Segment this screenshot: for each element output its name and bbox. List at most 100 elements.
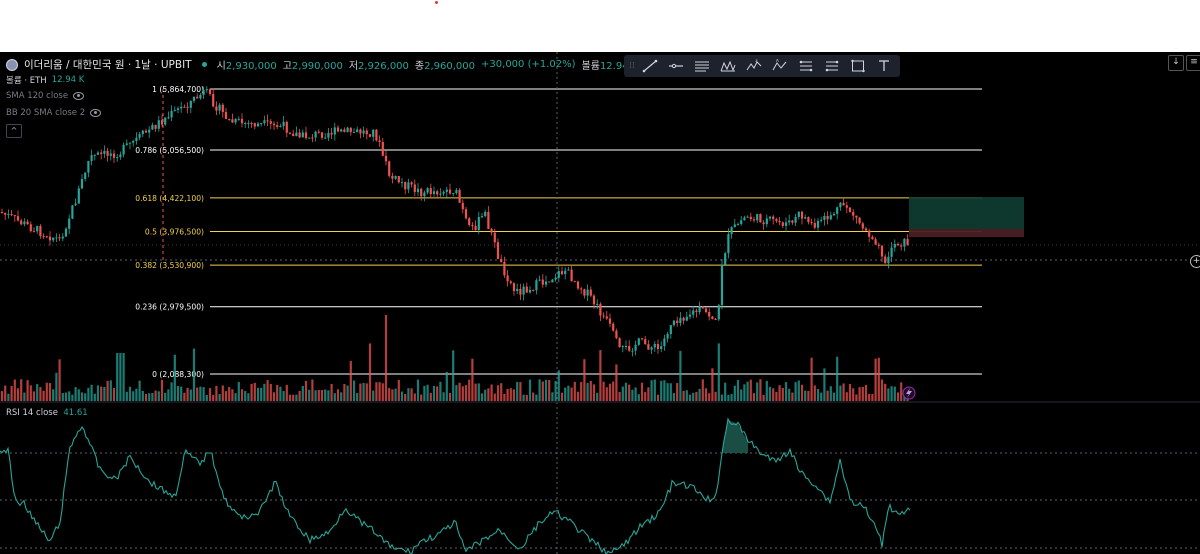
fib-level-label: 1 (5,864,700) — [152, 85, 204, 94]
candle-body — [804, 217, 807, 219]
volume-bar — [103, 387, 106, 401]
volume-bar — [522, 394, 525, 401]
volume-bar — [720, 394, 724, 401]
volume-bar — [122, 353, 125, 401]
candle-body — [0, 212, 4, 213]
candle-body — [823, 215, 826, 220]
volume-bar — [7, 393, 10, 401]
volume-bar — [445, 371, 448, 401]
volume-bar — [276, 384, 279, 401]
drawing-toolbar[interactable]: ⁞⁞ 3 A — [624, 55, 900, 77]
volume-bar — [55, 372, 58, 401]
candle-body — [282, 121, 285, 127]
volume-bar — [800, 384, 804, 401]
volume-bar — [672, 393, 676, 401]
trend-line-icon[interactable] — [638, 56, 662, 76]
volume-bar — [884, 383, 887, 401]
elliott-wave-icon[interactable]: 3 — [742, 56, 766, 76]
candle-body — [650, 347, 653, 350]
candle-body — [452, 193, 455, 195]
volume-bar — [96, 385, 100, 401]
rsi-indicator-label[interactable]: RSI 14 close 41.61 — [6, 408, 88, 418]
volume-bar — [324, 389, 327, 401]
hidden-eye-icon[interactable] — [73, 92, 85, 100]
collapse-legend-button[interactable]: ^ — [6, 124, 22, 138]
volume-bar — [516, 381, 519, 401]
hidden-eye-icon[interactable] — [90, 109, 102, 117]
candle-body — [167, 117, 170, 119]
candle-body — [503, 261, 506, 276]
change-value: +30,000 (+1.02%) — [481, 59, 576, 70]
scroll-down-button[interactable]: ↓ — [1168, 55, 1184, 71]
symbol-title[interactable]: 이더리움 / 대한민국 원 · 1날 · UPBIT — [24, 59, 192, 71]
volume-bar — [106, 380, 109, 401]
candle-body — [442, 191, 445, 194]
abcd-pattern-icon[interactable]: A — [768, 56, 792, 76]
volume-bar — [423, 385, 426, 401]
fib-retracement-icon[interactable] — [794, 56, 818, 76]
candle-body — [375, 129, 378, 141]
volume-bar — [218, 393, 221, 401]
candle-body — [509, 281, 512, 284]
parallel-channel-icon[interactable] — [690, 56, 714, 76]
candle-body — [266, 120, 269, 122]
candle-body — [791, 220, 794, 223]
long-position-stop-zone[interactable] — [909, 229, 1024, 237]
candle-body — [797, 211, 800, 217]
volume-bar — [829, 386, 832, 401]
volume-indicator-label[interactable]: 볼륨 · ETH 12.94 K — [6, 74, 84, 86]
fib-retracement[interactable]: 1 (5,864,700) 0.786 (5,056,500) 0.618 (4,4… — [135, 85, 982, 379]
price-chart[interactable]: 1 (5,864,700) 0.786 (5,056,500) 0.618 (4,4… — [0, 52, 1200, 554]
volume-bar — [272, 392, 276, 401]
candle-body — [608, 318, 612, 324]
candlesticks[interactable] — [0, 86, 909, 357]
candle-body — [548, 281, 551, 283]
volume-bar — [141, 390, 144, 401]
bb-indicator-label[interactable]: BB 20 SMA close 2 — [6, 108, 102, 118]
candle-body — [263, 120, 266, 124]
text-icon[interactable] — [872, 56, 896, 76]
xabcd-pattern-icon[interactable] — [716, 56, 740, 76]
long-position-profit-zone[interactable] — [909, 197, 1024, 229]
candle-body — [906, 238, 909, 246]
volume-bar — [400, 391, 404, 401]
volume-bar — [109, 380, 112, 401]
rectangle-icon[interactable] — [846, 56, 870, 76]
volume-bar — [896, 392, 900, 401]
candle-body — [458, 189, 461, 203]
menu-button[interactable]: ≡ — [1186, 55, 1200, 71]
volume-bar — [221, 385, 224, 401]
volume-bar — [282, 391, 285, 401]
sma-indicator-label[interactable]: SMA 120 close — [6, 91, 85, 101]
volume-bar — [480, 393, 484, 401]
add-button[interactable]: + — [1190, 255, 1200, 268]
candle-body — [759, 214, 762, 223]
candle-body — [439, 193, 442, 195]
candle-body — [740, 220, 743, 224]
volume-bar — [736, 380, 740, 401]
volume-bar — [548, 380, 551, 401]
candle-body — [407, 182, 410, 190]
volume-bar — [541, 381, 544, 401]
candle-body — [829, 215, 832, 220]
volume-bar — [349, 360, 352, 401]
volume-bar — [228, 387, 231, 401]
candle-body — [596, 303, 599, 305]
volume-bar — [880, 379, 884, 401]
candle-body — [512, 283, 516, 292]
candle-body — [244, 123, 247, 125]
volume-bar — [311, 379, 314, 401]
chart-area[interactable]: 1 (5,864,700) 0.786 (5,056,500) 0.618 (4,4… — [0, 52, 1200, 554]
volume-bar — [285, 384, 288, 401]
horizontal-ray-icon[interactable] — [664, 56, 688, 76]
fib-extension-icon[interactable] — [820, 56, 844, 76]
candle-body — [692, 310, 695, 315]
volume-bar — [602, 381, 605, 401]
candle-body — [13, 215, 16, 217]
volume-bar — [845, 392, 848, 401]
volume-bar — [157, 391, 160, 401]
volume-bar — [368, 343, 372, 401]
volume-bar — [711, 368, 714, 401]
drag-handle-icon[interactable]: ⁞⁞ — [629, 61, 635, 71]
volume-bar — [100, 386, 103, 401]
